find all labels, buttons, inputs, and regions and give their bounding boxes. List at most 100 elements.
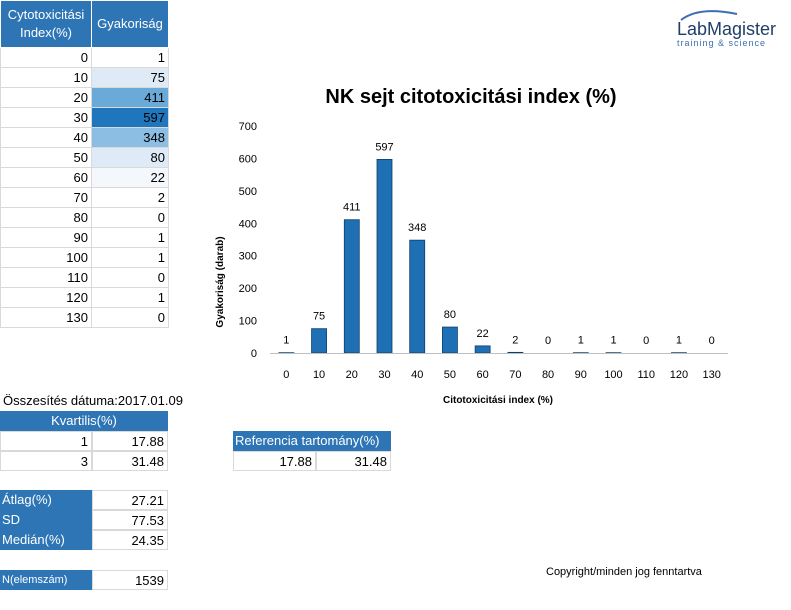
frequency-cell: 80 — [91, 147, 169, 168]
mean-value: 27.21 — [92, 490, 168, 510]
y-tick-label: 100 — [239, 316, 257, 328]
table-row: 30 597 — [0, 107, 169, 128]
index-cell: 30 — [0, 107, 92, 128]
data-label: 1 — [578, 335, 584, 347]
table-row: 90 1 — [0, 227, 169, 248]
frequency-cell: 2 — [91, 187, 169, 208]
data-label: 411 — [343, 202, 361, 214]
frequency-cell: 597 — [91, 107, 169, 128]
frequency-table: Cytotoxicitási Index(%) Gyakoriság 0 1 10 75… — [0, 0, 169, 328]
table-row: 60 22 — [0, 167, 169, 188]
header-index-line: Cytotoxicitási — [7, 7, 85, 22]
table-row: 40 348 — [0, 127, 169, 148]
index-cell: 80 — [0, 207, 92, 228]
x-tick-label: 80 — [542, 369, 554, 381]
table-row: 120 1 — [0, 287, 169, 308]
bar — [474, 345, 491, 354]
y-tick-label: 600 — [239, 153, 257, 165]
x-tick-label: 120 — [670, 369, 688, 381]
logo-text: LabMagister — [677, 19, 777, 39]
quartile-3-label: 3 — [0, 451, 92, 471]
y-axis: 0 100 200 300 400 500 600 700 — [239, 121, 257, 360]
n-label: N(elemszám) — [0, 570, 92, 590]
median-value: 24.35 — [92, 530, 168, 550]
labmagister-logo: LabMagister training & science — [677, 10, 776, 48]
index-cell: 0 — [0, 47, 92, 68]
quartile-3-value: 31.48 — [92, 451, 168, 471]
frequency-cell: 75 — [91, 67, 169, 88]
header-index-line: Index(%) — [19, 25, 73, 40]
data-label: 0 — [709, 335, 715, 347]
index-cell: 70 — [0, 187, 92, 208]
header-frequency: Gyakoriság — [91, 0, 169, 48]
x-tick-label: 30 — [378, 369, 390, 381]
data-label: 1 — [610, 335, 616, 347]
x-tick-label: 100 — [604, 369, 622, 381]
frequency-cell: 1 — [91, 47, 169, 68]
x-tick-label: 130 — [702, 369, 720, 381]
x-tick-label: 40 — [411, 369, 423, 381]
header-index: Cytotoxicitási Index(%) — [0, 0, 92, 48]
table-row: 100 1 — [0, 247, 169, 268]
bar — [442, 326, 458, 354]
bar — [343, 219, 360, 354]
summary-date: Összesítés dátuma:2017.01.09 — [3, 393, 183, 408]
data-label: 75 — [313, 311, 325, 323]
data-label: 597 — [375, 141, 393, 153]
index-cell: 130 — [0, 307, 92, 328]
index-cell: 90 — [0, 227, 92, 248]
x-tick-label: 0 — [283, 369, 289, 381]
frequency-cell: 0 — [91, 267, 169, 288]
y-tick-label: 300 — [239, 251, 257, 263]
bar — [507, 351, 524, 354]
y-tick-label: 400 — [239, 218, 257, 230]
frequency-cell: 348 — [91, 127, 169, 148]
bar — [311, 328, 327, 354]
index-cell: 40 — [0, 127, 92, 148]
histogram-chart: NK sejt citotoxicitási index (%) 0100200… — [215, 86, 728, 406]
data-label: 1 — [283, 335, 289, 347]
sd-label: SD — [0, 510, 92, 530]
index-cell: 20 — [0, 87, 92, 108]
bar — [409, 239, 426, 354]
data-label: 22 — [477, 328, 489, 340]
data-label: 348 — [408, 222, 426, 234]
y-tick-label: 500 — [239, 186, 257, 198]
x-axis-label: Citotoxicitási index (%) — [443, 395, 553, 406]
frequency-cell: 1 — [91, 227, 169, 248]
index-cell: 120 — [0, 287, 92, 308]
mean-label: Átlag(%) — [0, 490, 92, 510]
data-label: 0 — [545, 335, 551, 347]
frequency-cell: 1 — [91, 247, 169, 268]
table-row: 10 75 — [0, 67, 169, 88]
data-label: 0 — [643, 335, 649, 347]
y-axis-label: Gyakoriság (darab) — [215, 236, 226, 327]
index-cell: 110 — [0, 267, 92, 288]
frequency-cell: 0 — [91, 307, 169, 328]
chart-title: NK sejt citotoxicitási index (%) — [325, 86, 616, 108]
table-row: 70 2 — [0, 187, 169, 208]
x-axis: 0 10 20 30 40 50 60 70 80 90 100 110 120 130 — [270, 353, 728, 381]
logo-swoosh-icon — [680, 10, 738, 21]
quartile-1-label: 1 — [0, 431, 92, 451]
x-tick-label: 60 — [477, 369, 489, 381]
index-cell: 100 — [0, 247, 92, 268]
x-tick-label: 50 — [444, 369, 456, 381]
table-row: 130 0 — [0, 307, 169, 328]
table-row: 110 0 — [0, 267, 169, 288]
reference-header: Referencia tartomány(%) — [233, 431, 391, 451]
index-cell: 10 — [0, 67, 92, 88]
x-tick-label: 20 — [346, 369, 358, 381]
table-row: 20 411 — [0, 87, 169, 108]
x-tick-label: 10 — [313, 369, 325, 381]
index-cell: 60 — [0, 167, 92, 188]
table-row: 80 0 — [0, 207, 169, 228]
reference-high: 31.48 — [316, 451, 391, 471]
n-value: 1539 — [92, 570, 168, 590]
frequency-cell: 1 — [91, 287, 169, 308]
y-tick-label: 700 — [239, 121, 257, 133]
frequency-cell: 0 — [91, 207, 169, 228]
quartile-1-value: 17.88 — [92, 431, 168, 451]
